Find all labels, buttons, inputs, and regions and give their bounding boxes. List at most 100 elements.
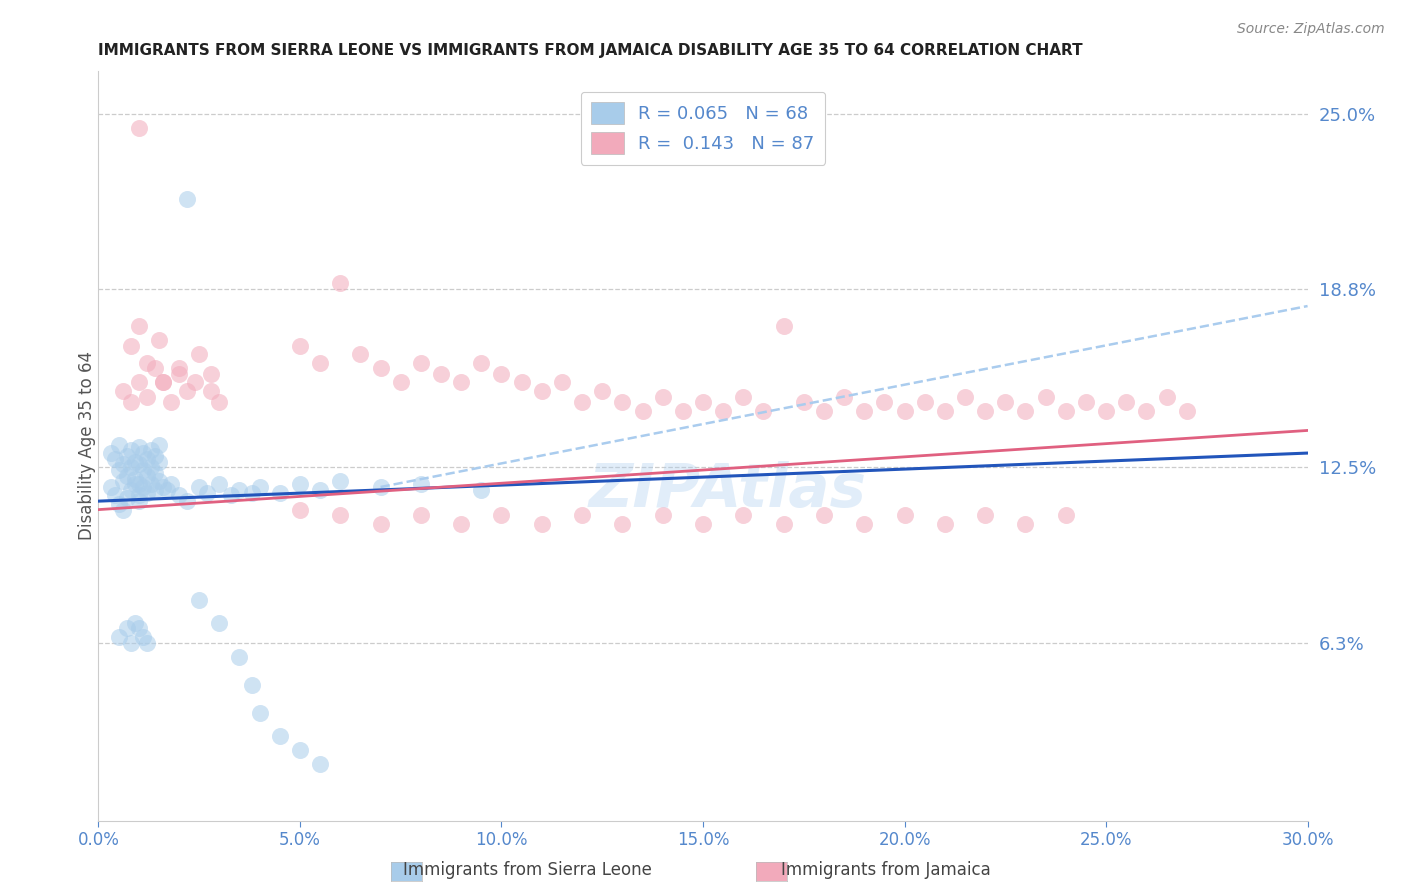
Point — [1115, 395, 1137, 409]
Point — [510, 376, 533, 390]
Point — [288, 338, 311, 352]
Point — [288, 502, 311, 516]
Point — [430, 367, 453, 381]
Point — [733, 508, 755, 523]
Point — [288, 477, 311, 491]
Point — [143, 483, 166, 497]
Point — [711, 403, 734, 417]
Point — [329, 475, 352, 489]
Point — [120, 483, 142, 497]
Point — [115, 449, 138, 463]
Point — [249, 706, 271, 721]
Point — [111, 384, 134, 398]
Point — [873, 395, 896, 409]
Point — [309, 757, 332, 772]
Point — [1035, 390, 1057, 404]
Point — [934, 516, 956, 531]
Point — [409, 508, 432, 523]
Point — [200, 367, 222, 381]
Point — [195, 485, 218, 500]
Point — [853, 403, 876, 417]
Point — [132, 480, 155, 494]
Point — [269, 729, 291, 743]
Point — [1054, 403, 1077, 417]
Point — [152, 480, 174, 494]
Point — [249, 480, 271, 494]
Point — [1014, 516, 1036, 531]
Point — [135, 451, 157, 466]
Point — [228, 483, 250, 497]
Point — [124, 477, 146, 491]
Point — [914, 395, 936, 409]
Point — [139, 460, 162, 475]
Point — [409, 477, 432, 491]
Point — [188, 480, 211, 494]
Point — [208, 395, 231, 409]
Point — [132, 446, 155, 460]
Text: IMMIGRANTS FROM SIERRA LEONE VS IMMIGRANTS FROM JAMAICA DISABILITY AGE 35 TO 64 : IMMIGRANTS FROM SIERRA LEONE VS IMMIGRAN… — [98, 43, 1083, 58]
Point — [152, 376, 174, 390]
Point — [135, 355, 157, 369]
Point — [111, 475, 134, 489]
Point — [813, 508, 835, 523]
Point — [208, 477, 231, 491]
Point — [1175, 403, 1198, 417]
Point — [143, 466, 166, 480]
Point — [631, 403, 654, 417]
Point — [329, 508, 352, 523]
Point — [124, 454, 146, 468]
Y-axis label: Disability Age 35 to 64: Disability Age 35 to 64 — [79, 351, 96, 541]
Point — [651, 508, 673, 523]
Point — [120, 338, 142, 352]
Point — [115, 621, 138, 635]
Point — [107, 630, 129, 644]
Point — [530, 516, 553, 531]
Point — [772, 318, 794, 333]
Point — [103, 488, 125, 502]
Point — [288, 743, 311, 757]
Point — [370, 516, 392, 531]
Point — [692, 516, 714, 531]
Point — [120, 395, 142, 409]
Point — [1014, 403, 1036, 417]
Point — [107, 497, 129, 511]
Point — [176, 494, 198, 508]
Point — [128, 376, 150, 390]
Point — [672, 403, 695, 417]
Point — [793, 112, 815, 127]
Point — [128, 621, 150, 635]
Point — [309, 355, 332, 369]
Point — [450, 376, 472, 390]
Point — [135, 468, 157, 483]
Point — [772, 516, 794, 531]
Point — [139, 477, 162, 491]
Point — [120, 460, 142, 475]
Point — [148, 475, 170, 489]
Point — [612, 395, 634, 409]
Point — [148, 437, 170, 451]
Point — [176, 192, 198, 206]
Text: ZIPAtlas: ZIPAtlas — [588, 461, 866, 520]
Point — [893, 508, 915, 523]
Point — [139, 443, 162, 458]
Point — [1135, 403, 1157, 417]
Point — [188, 347, 211, 361]
Point — [188, 593, 211, 607]
Point — [167, 367, 190, 381]
Point — [893, 403, 915, 417]
Legend: R = 0.065   N = 68, R =  0.143   N = 87: R = 0.065 N = 68, R = 0.143 N = 87 — [581, 92, 825, 164]
Point — [148, 454, 170, 468]
Point — [128, 441, 150, 455]
Point — [450, 516, 472, 531]
Point — [128, 494, 150, 508]
Point — [853, 516, 876, 531]
Point — [240, 485, 263, 500]
Point — [128, 477, 150, 491]
Point — [200, 384, 222, 398]
Point — [167, 488, 190, 502]
Point — [370, 480, 392, 494]
Point — [135, 485, 157, 500]
Point — [309, 483, 332, 497]
Point — [530, 384, 553, 398]
Point — [470, 355, 492, 369]
